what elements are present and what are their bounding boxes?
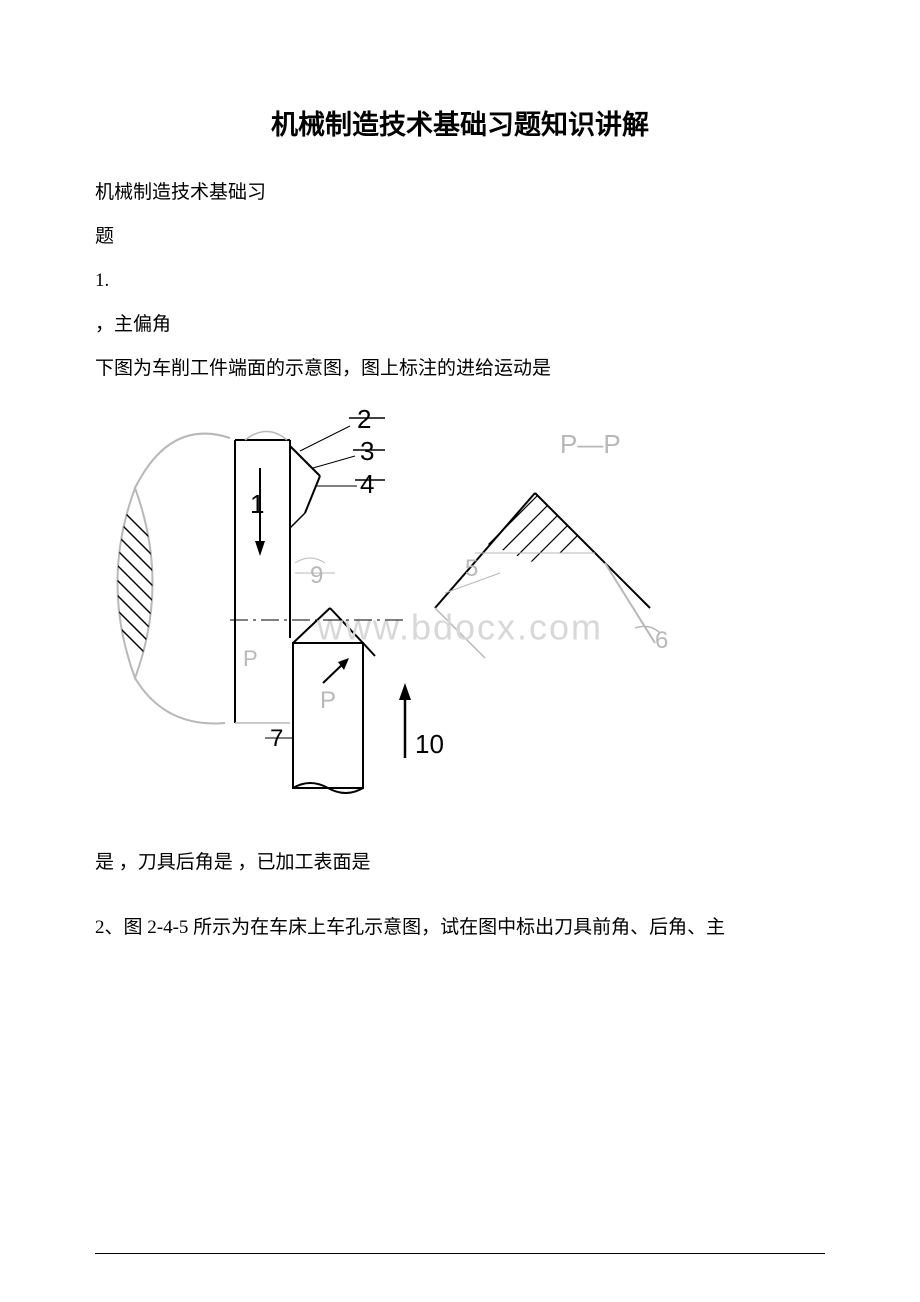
label-p-left: P: [243, 646, 258, 671]
label-9: 9: [310, 562, 323, 589]
diagram-svg: 1 2 3 4 9 5 6 7 10 P—P P P: [95, 398, 695, 818]
label-2: 2: [357, 404, 371, 434]
label-7: 7: [270, 725, 283, 752]
workpiece-ellipse: [95, 433, 230, 723]
label-1: 1: [250, 489, 264, 519]
label-6: 6: [655, 627, 668, 654]
text-line-5: 下图为车削工件端面的示意图，图上标注的进给运动是: [95, 349, 825, 390]
text-line-4: ，主偏角: [95, 305, 825, 346]
text-line-2: 题: [95, 217, 825, 258]
page-divider: [95, 1253, 825, 1254]
page-title: 机械制造技术基础习题知识讲解: [95, 100, 825, 151]
text-line-1: 机械制造技术基础习: [95, 173, 825, 214]
arrow-10: [399, 683, 411, 758]
label-5: 5: [465, 555, 478, 582]
cutting-diagram: www.bdocx.com: [95, 398, 825, 831]
label-4: 4: [360, 469, 374, 499]
text-line-7: 2、图 2-4-5 所示为在车床上车孔示意图，试在图中标出刀具前角、后角、主: [95, 908, 825, 949]
label-10: 10: [415, 729, 444, 759]
label-3: 3: [360, 436, 374, 466]
label-pp: P—P: [560, 429, 621, 459]
label-p: P: [320, 687, 336, 714]
text-line-3: 1.: [95, 261, 825, 302]
text-line-6: 是 ，刀具后角是 ，已加工表面是: [95, 843, 825, 884]
